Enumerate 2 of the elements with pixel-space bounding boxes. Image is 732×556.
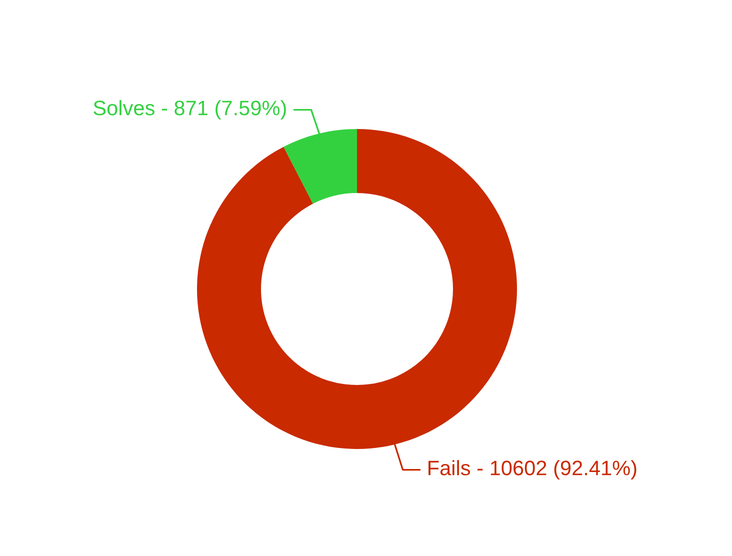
slice-label: Fails - 10602 (92.41%): [428, 460, 636, 480]
slice-label: Solves - 871 (7.59%): [94, 100, 286, 120]
